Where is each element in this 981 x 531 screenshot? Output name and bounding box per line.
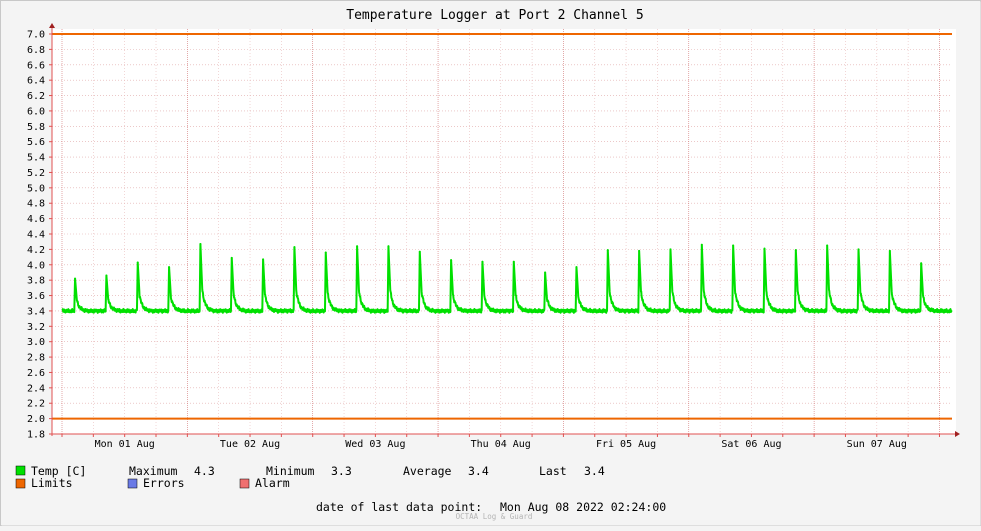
temp-spike-point	[857, 248, 860, 251]
temp-spike-point	[888, 249, 891, 252]
temp-spike-point	[920, 262, 923, 265]
y-tick-label: 6.4	[27, 76, 45, 87]
y-tick-label: 6.0	[27, 106, 45, 117]
temp-spike-point	[826, 244, 829, 247]
last-data-point-value: Mon Aug 08 2022 02:24:00	[500, 500, 666, 514]
plot-area	[52, 29, 956, 434]
temp-spike-point	[606, 249, 609, 252]
y-tick-label: 6.2	[27, 91, 45, 102]
y-tick-label: 6.6	[27, 60, 45, 71]
y-tick-label: 3.6	[27, 291, 45, 302]
temp-spike-point	[105, 274, 108, 277]
temp-spike-point	[324, 251, 327, 254]
stat-maximum-label: Maximum	[129, 464, 178, 478]
temp-spike-point	[387, 245, 390, 248]
stat-last-value: 3.4	[584, 464, 605, 478]
x-axis-arrow	[955, 431, 960, 437]
legend-label-limits: Limits	[31, 476, 73, 490]
temp-spike-point	[638, 249, 641, 252]
temp-spike-point	[575, 266, 578, 269]
y-tick-label: 6.8	[27, 45, 45, 56]
temp-series-line	[61, 243, 953, 314]
temp-spike-point	[293, 246, 296, 249]
y-tick-label: 5.8	[27, 122, 45, 133]
stat-minimum-label: Minimum	[266, 464, 315, 478]
stat-last-label: Last	[539, 464, 567, 478]
y-tick-label: 7.0	[27, 30, 45, 41]
temp-spike-point	[136, 261, 139, 264]
y-tick-label: 4.0	[27, 260, 45, 271]
y-tick-label: 4.2	[27, 245, 45, 256]
temp-spike-point	[168, 266, 171, 269]
y-tick-label: 2.4	[27, 383, 45, 394]
legend-swatch-temp	[15, 465, 26, 476]
temp-spike-point	[74, 277, 77, 280]
labels-layer: 1.8 2.0 2.2 2.4 2.6 2.8 3.0 3.2 3.4 3.6 3.8 4.0 4.2 4…	[27, 30, 907, 451]
grid-layer	[52, 29, 952, 435]
y-tick-label: 5.2	[27, 168, 45, 179]
legend-label-temp: Temp [C]	[31, 464, 86, 478]
temp-spike-point	[512, 260, 515, 263]
x-day-label: Wed 03 Aug	[345, 439, 405, 450]
temp-spike-point	[262, 258, 265, 261]
temp-spike-point	[544, 271, 547, 274]
y-tick-label: 2.6	[27, 368, 45, 379]
x-day-label: Sat 06 Aug	[721, 439, 781, 450]
legend-label-errors: Errors	[143, 476, 185, 490]
temp-spike-point	[669, 248, 672, 251]
limits-layer	[52, 33, 952, 420]
y-tick-label: 5.6	[27, 137, 45, 148]
last-data-point-label: date of last data point:	[316, 500, 482, 514]
legend-swatch-alarm	[239, 478, 250, 489]
chart-title: Temperature Logger at Port 2 Channel 5	[346, 8, 643, 23]
y-tick-label: 5.4	[27, 153, 45, 164]
y-tick-label: 2.2	[27, 399, 45, 410]
axes-layer	[49, 23, 960, 437]
temp-spike-point	[732, 244, 735, 247]
y-axis-arrow	[49, 23, 55, 28]
y-tick-label: 3.2	[27, 322, 45, 333]
y-tick-label: 2.8	[27, 353, 45, 364]
stat-maximum-value: 4.3	[194, 464, 215, 478]
y-tick-label: 4.8	[27, 199, 45, 210]
y-tick-label: 4.4	[27, 230, 45, 241]
y-tick-label: 1.8	[27, 430, 45, 441]
temp-spike-point	[794, 249, 797, 252]
y-tick-label: 3.8	[27, 276, 45, 287]
temp-spike-point	[230, 256, 233, 259]
x-day-label: Mon 01 Aug	[95, 439, 155, 450]
stat-minimum-value: 3.3	[331, 464, 352, 478]
x-day-label: Fri 05 Aug	[596, 439, 656, 450]
x-day-label: Sun 07 Aug	[847, 439, 907, 450]
y-tick-label: 4.6	[27, 214, 45, 225]
legend-swatch-limits	[15, 478, 26, 489]
temp-spike-point	[481, 260, 484, 263]
series-layer	[61, 243, 953, 314]
y-tick-label: 3.4	[27, 306, 45, 317]
y-tick-label: 2.0	[27, 414, 45, 425]
temp-spike-point	[763, 247, 766, 250]
temp-spike-point	[700, 243, 703, 246]
temp-spike-point	[199, 243, 202, 245]
credit-text: OCTAA Log & Guard	[456, 512, 533, 521]
x-day-label: Thu 04 Aug	[471, 439, 531, 450]
stat-average-label: Average	[403, 464, 452, 478]
temp-spike-point	[356, 245, 359, 248]
stat-average-value: 3.4	[468, 464, 489, 478]
x-day-label: Tue 02 Aug	[220, 439, 280, 450]
y-tick-label: 3.0	[27, 337, 45, 348]
temp-spike-point	[418, 250, 421, 253]
temp-spike-point	[450, 259, 453, 262]
legend-swatch-errors	[127, 478, 138, 489]
y-tick-label: 5.0	[27, 183, 45, 194]
legend-label-alarm: Alarm	[255, 476, 290, 490]
